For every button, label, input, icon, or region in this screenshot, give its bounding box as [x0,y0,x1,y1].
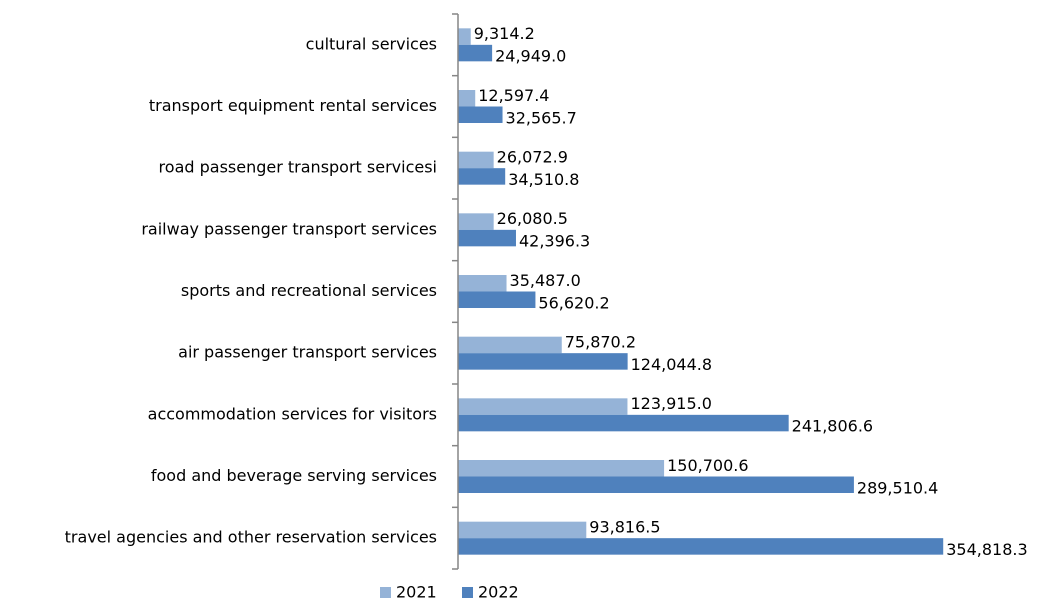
bar [458,291,536,308]
y-tick-label: sports and recreational services [181,281,437,300]
value-label: 26,072.9 [497,147,568,166]
value-label: 241,806.6 [792,417,873,436]
y-tick-label: railway passenger transport services [141,219,437,238]
value-label: 150,700.6 [667,456,748,475]
bar [458,229,516,247]
bar [458,414,789,432]
bar [458,353,628,370]
value-label: 75,870.2 [565,332,636,351]
value-label: 56,620.2 [538,293,609,312]
y-tick-label: accommodation services for visitors [148,404,437,423]
bar [458,460,665,477]
y-tick-label: food and beverage serving services [151,466,437,485]
bar [458,336,562,354]
legend-swatch [462,587,473,598]
value-label: 124,044.8 [631,355,712,374]
value-label: 123,915.0 [630,394,711,413]
y-tick-label: cultural services [306,34,437,53]
value-label: 9,314.2 [474,24,535,43]
value-label: 35,487.0 [510,271,581,290]
bar [458,106,503,123]
y-tick-label: travel agencies and other reservation se… [65,528,437,547]
value-label: 12,597.4 [478,86,549,105]
value-label: 24,949.0 [495,47,566,66]
value-label: 32,565.7 [506,108,577,127]
bar [458,44,493,62]
y-tick-label: road passenger transport servicesi [159,158,437,177]
y-tick-label: air passenger transport services [178,343,437,362]
bar [458,90,476,107]
bar [458,168,506,185]
legend-swatch [380,587,391,598]
bar [458,28,471,45]
value-label: 42,396.3 [519,232,590,251]
bar [458,476,854,493]
value-label: 34,510.8 [508,170,579,189]
legend-label: 2022 [478,583,519,602]
value-label: 289,510.4 [857,478,938,497]
value-label: 354,818.3 [946,540,1027,559]
legend-label: 2021 [396,583,437,602]
value-label: 93,816.5 [589,517,660,536]
bar [458,213,494,230]
bar [458,398,628,415]
bar [458,275,507,292]
bar [458,538,944,555]
bar [458,521,587,539]
value-label: 26,080.5 [497,209,568,228]
bar [458,151,494,169]
y-tick-label: transport equipment rental services [149,96,437,115]
